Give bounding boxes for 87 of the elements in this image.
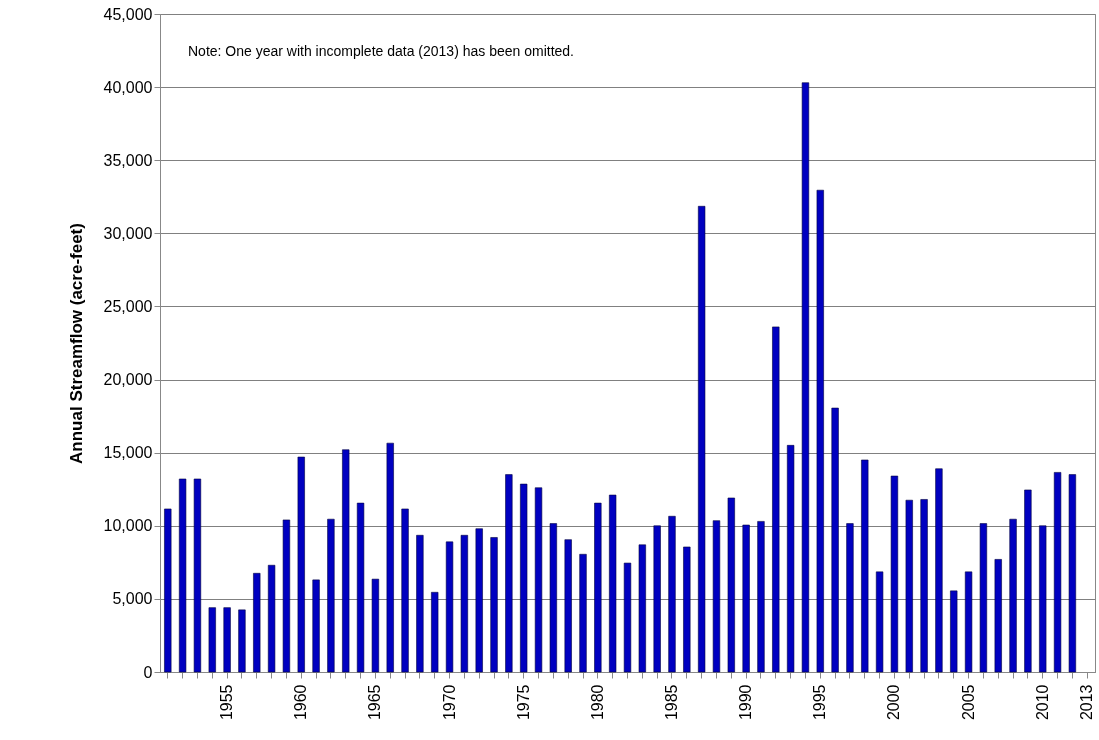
bar [282,519,291,673]
bar [757,521,765,673]
x-tick-label: 1980 [588,684,606,721]
bar [401,508,409,673]
bar [638,544,646,673]
bar [964,571,973,673]
bar [668,515,676,673]
bar [356,502,365,673]
bar [490,537,498,673]
x-tick-label: 1965 [366,684,384,721]
bar [164,508,172,673]
bar [1024,489,1032,673]
bar [801,82,810,673]
x-tick-label: 2013 [1078,684,1096,721]
bar [327,518,335,673]
bar [342,449,350,673]
bar [772,326,780,673]
bar [193,478,202,673]
y-tick-label: 25,000 [103,297,153,315]
bar [238,609,246,673]
y-tick-label: 10,000 [103,517,153,535]
bar [861,459,869,673]
bar [534,487,543,673]
bar [920,499,928,673]
bar [1009,518,1017,673]
x-tick-label: 1975 [514,684,532,721]
bar [386,442,394,673]
y-tick-label: 5,000 [112,590,153,608]
bar [208,607,216,673]
bar [609,494,617,673]
x-tick-label: 2000 [885,684,903,721]
y-tick-label: 35,000 [103,151,153,169]
bar [683,546,691,673]
bar [994,559,1002,673]
bar [727,497,735,673]
bar [549,523,557,673]
bar [742,524,750,673]
bar [875,571,884,673]
bar [267,564,276,673]
bar [846,523,854,673]
bar [890,475,899,673]
bar [416,534,424,673]
bar [564,539,572,673]
y-tick-label: 30,000 [103,224,153,242]
x-tick-label: 1985 [662,684,680,721]
x-tick-label: 1970 [440,684,458,721]
bar [312,579,320,673]
bar [698,205,706,673]
bar [786,445,795,673]
bar [1068,474,1077,673]
y-tick-label: 45,000 [103,5,153,23]
x-tick-label: 2010 [1033,684,1051,721]
bar [935,468,943,673]
bar [297,456,305,673]
y-tick-label: 40,000 [103,78,153,96]
bar [950,590,958,673]
y-tick-label: 15,000 [103,444,153,462]
x-tick-label: 1995 [811,684,829,721]
y-axis-title: Annual Streamflow (acre-feet) [66,223,86,464]
x-tick-label: 1955 [218,684,236,721]
bar [460,534,469,673]
bar [979,523,988,673]
x-tick-label: 1960 [292,684,310,721]
bar [816,189,824,673]
bar [1053,472,1062,673]
bar [371,578,380,673]
bar [431,592,439,673]
x-tick-label: 2005 [959,684,977,721]
bar [520,483,528,673]
bar [475,528,483,673]
bar [653,525,661,673]
bar [594,502,602,673]
y-tick-label: 20,000 [103,371,153,389]
bar [178,478,187,673]
bar [1039,525,1047,673]
bar [831,407,839,673]
bar [623,562,632,673]
bar [223,607,231,673]
bar [579,553,587,673]
y-tick-label: 0 [143,663,153,681]
bar [253,573,261,673]
bar [712,520,721,673]
x-tick-label: 1990 [737,684,755,721]
bar [445,541,454,673]
bar [905,499,913,673]
annotation: Note: One year with incomplete data (2013) has been omitted. [188,43,574,59]
bar [505,474,513,673]
